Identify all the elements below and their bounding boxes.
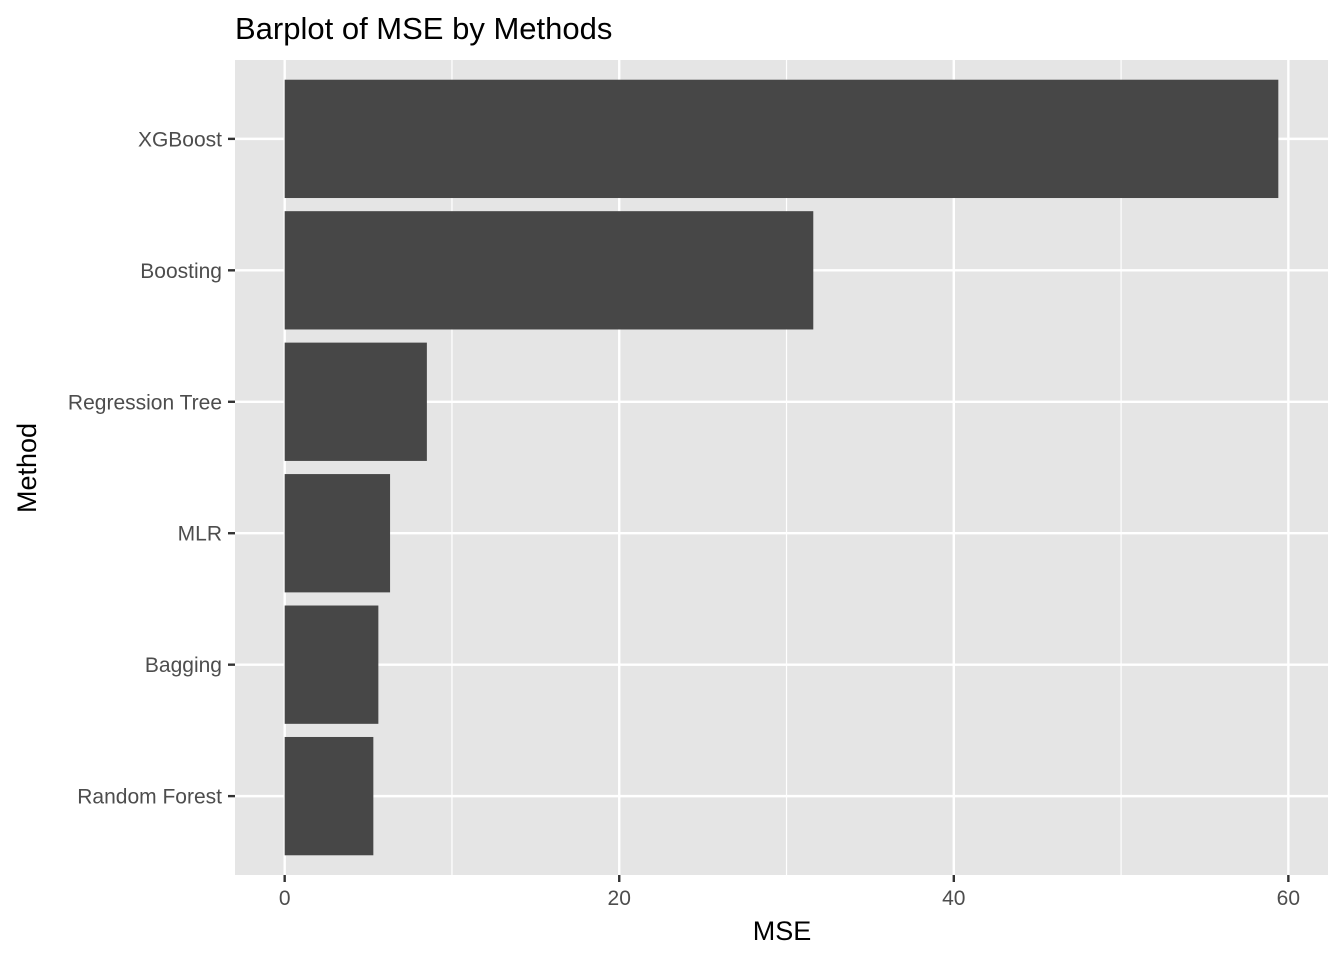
y-tick-label: Boosting <box>140 260 222 283</box>
y-tick-label: MLR <box>178 523 222 546</box>
x-tick-label: 40 <box>942 887 965 910</box>
y-tick-label: XGBoost <box>138 128 222 151</box>
x-tick-label: 20 <box>608 887 631 910</box>
bars <box>284 79 1279 856</box>
x-tick-label: 60 <box>1277 887 1300 910</box>
y-tick-label: Random Forest <box>77 786 222 809</box>
bar-mlr <box>284 474 391 593</box>
bar-regression-tree <box>284 342 427 461</box>
bar-bagging <box>284 605 379 724</box>
x-tick-label: 0 <box>279 887 291 910</box>
y-axis: XGBoost Boosting Regression Tree MLR Bagging… <box>68 128 235 809</box>
x-axis: 0 20 40 60 <box>279 875 1300 910</box>
y-tick-label: Regression Tree <box>68 391 222 414</box>
y-axis-title: Method <box>12 423 42 513</box>
x-axis-title: MSE <box>753 916 812 946</box>
bar-random-forest <box>284 736 374 856</box>
bar-boosting <box>284 211 814 330</box>
y-tick-label: Bagging <box>145 654 222 677</box>
chart-title: Barplot of MSE by Methods <box>235 11 612 46</box>
bar-xgboost <box>284 79 1279 199</box>
